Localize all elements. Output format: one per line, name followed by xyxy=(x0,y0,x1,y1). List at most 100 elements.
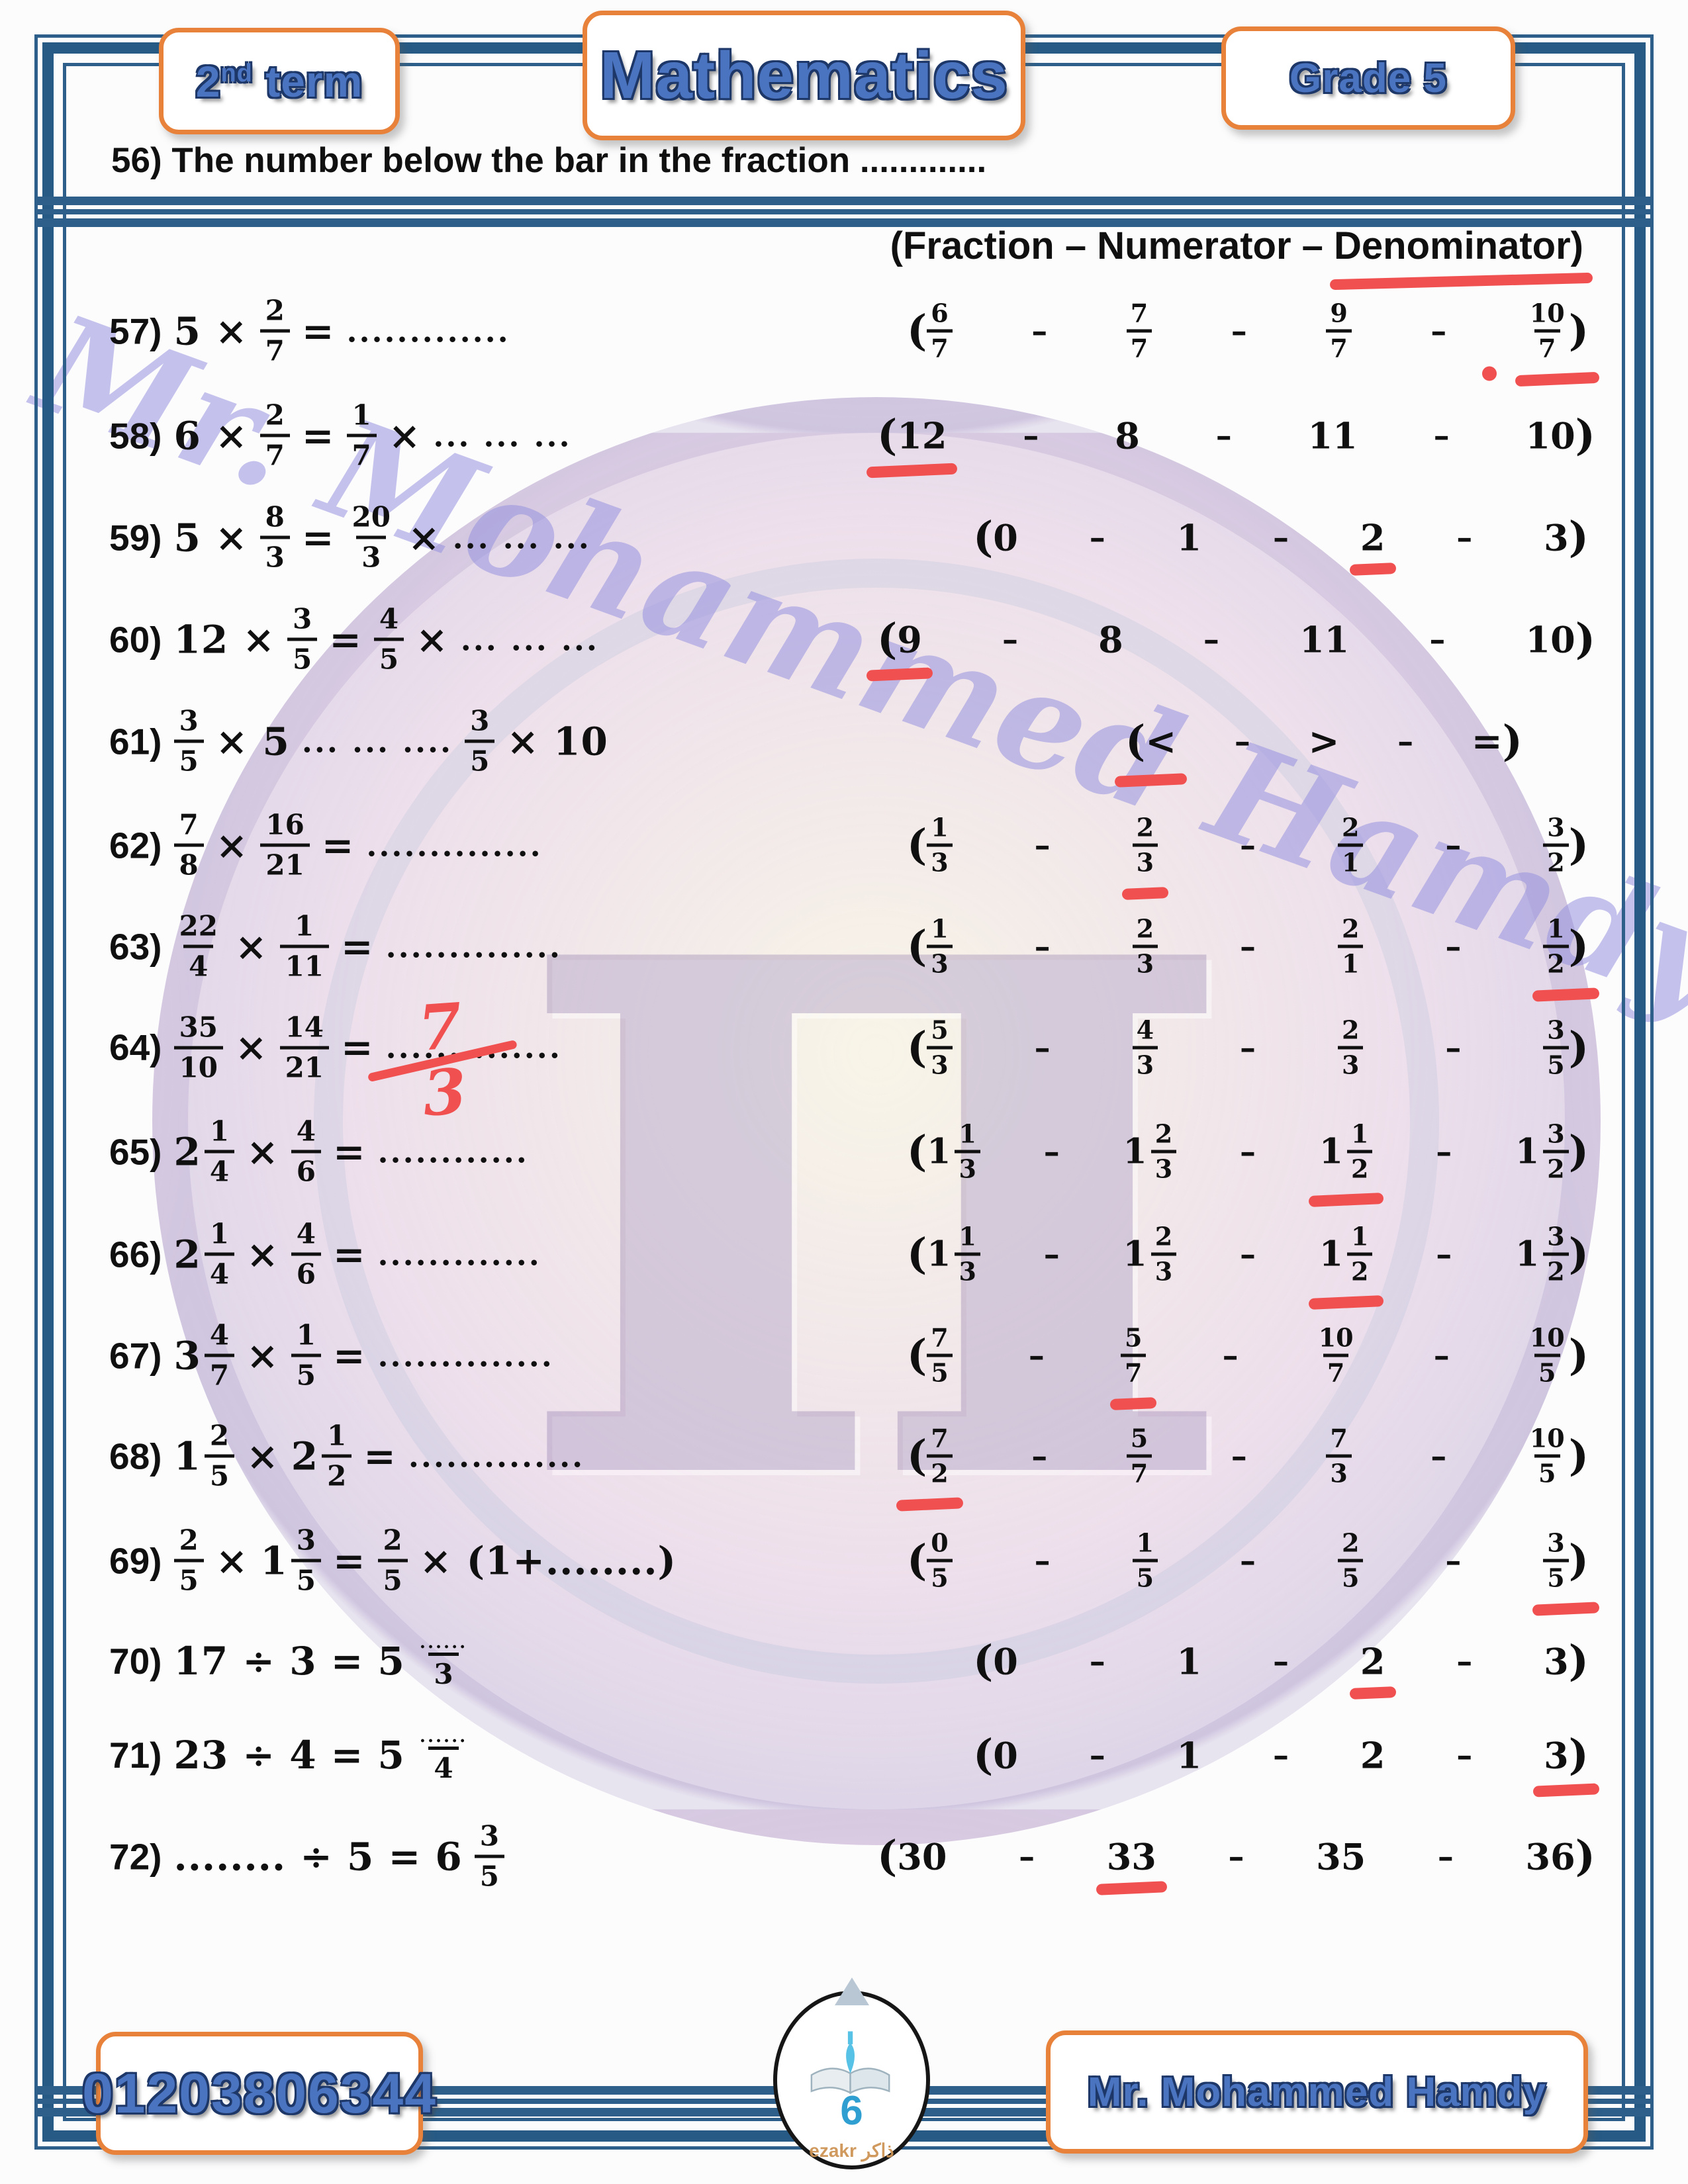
options-group: (6 7–7 7–9 7–10 7) xyxy=(907,298,1589,381)
option: 1 xyxy=(1176,516,1202,559)
option: 11 xyxy=(1299,618,1350,660)
fraction: 1 11 xyxy=(279,912,330,981)
question-56-text: The number below the bar in the fraction… xyxy=(171,141,987,180)
question-expression: 58) 6 × 2 7 = 1 7 ×... ... ... xyxy=(109,398,572,472)
options-group: (1 3–2 3–2 1–3 2) xyxy=(907,812,1589,878)
option: 36) xyxy=(1525,1831,1595,1882)
question-56: 56) The number below the bar in the frac… xyxy=(111,140,986,181)
option: (1 1 3 xyxy=(907,1121,980,1182)
option-marked-answer: 2 xyxy=(1360,516,1385,559)
options-group: (30–33–35–36) xyxy=(877,1831,1595,1882)
fraction: 10 5 xyxy=(1529,1423,1565,1488)
option: 3 5) xyxy=(1543,1017,1589,1078)
fraction: 16 21 xyxy=(260,811,310,880)
question-expression: 66) 2 1 4 × 4 6 =............. xyxy=(109,1217,541,1291)
options-group: (1 3–2 3–2 1–1 2) xyxy=(907,913,1589,979)
grade-badge-label: Grade 5 xyxy=(1289,55,1447,101)
option-marked-answer: 1 2) xyxy=(1543,916,1589,977)
option: (5 3 xyxy=(907,1017,953,1078)
options-group: (0–1–2–3) xyxy=(973,1636,1589,1686)
option-marked-answer: 10 7) xyxy=(1481,298,1589,381)
subject-badge-label: Mathematics xyxy=(600,38,1008,113)
open-book-icon xyxy=(810,2030,890,2094)
question-expression: 62) 7 8 × 16 21 =.............. xyxy=(109,808,543,882)
option: (30 xyxy=(877,1831,947,1882)
option: 1 3 2) xyxy=(1515,1221,1589,1287)
subject-badge: Mathematics xyxy=(583,11,1025,140)
option: 8 xyxy=(1098,618,1123,660)
options-group: (0 5–1 5–2 5–3 5) xyxy=(907,1527,1589,1593)
question-expression: 71) 23 ÷ 4 = 5...... 4 xyxy=(109,1728,470,1782)
page-number: 6 xyxy=(840,2087,863,2134)
option: 3) xyxy=(1544,512,1589,563)
term-badge: 2nd term xyxy=(159,28,400,134)
teacher-name: Mr. Mohammed Hamdy xyxy=(1087,2069,1547,2115)
options-group: (9–8–11–10) xyxy=(877,614,1595,664)
option: (1 3 xyxy=(907,916,953,977)
header-rule xyxy=(36,197,1652,227)
fraction: 10 7 xyxy=(1318,1322,1354,1388)
options-group: (7 2–5 7–7 3–10 5) xyxy=(907,1423,1589,1488)
question-expression: 65) 2 1 4 × 4 6 =............ xyxy=(109,1115,529,1188)
fraction: ...... 3 xyxy=(419,1633,468,1690)
question-56-choices: (Fraction – Numerator – Denominator) xyxy=(890,224,1583,267)
fraction: 10 7 xyxy=(1529,298,1565,363)
logo-wordmark: ezakr ذاكر xyxy=(809,2140,894,2161)
options-group: (12–8–11–10) xyxy=(877,410,1595,461)
option: 11 xyxy=(1307,414,1358,457)
options-group: (0–1–2–3) xyxy=(973,1730,1589,1780)
options-group: (5 3–4 3–2 3–3 5) xyxy=(907,1015,1589,1080)
question-56-number: 56) xyxy=(111,141,162,180)
question-expression: 57) 5 × 2 7 =............. xyxy=(109,294,510,367)
option-marked-answer: 2 xyxy=(1360,1640,1385,1682)
question-expression: 70) 17 ÷ 3 = 5...... 3 xyxy=(109,1634,470,1688)
option: 10 7 xyxy=(1315,1322,1358,1388)
fraction: 22 4 xyxy=(179,909,218,983)
